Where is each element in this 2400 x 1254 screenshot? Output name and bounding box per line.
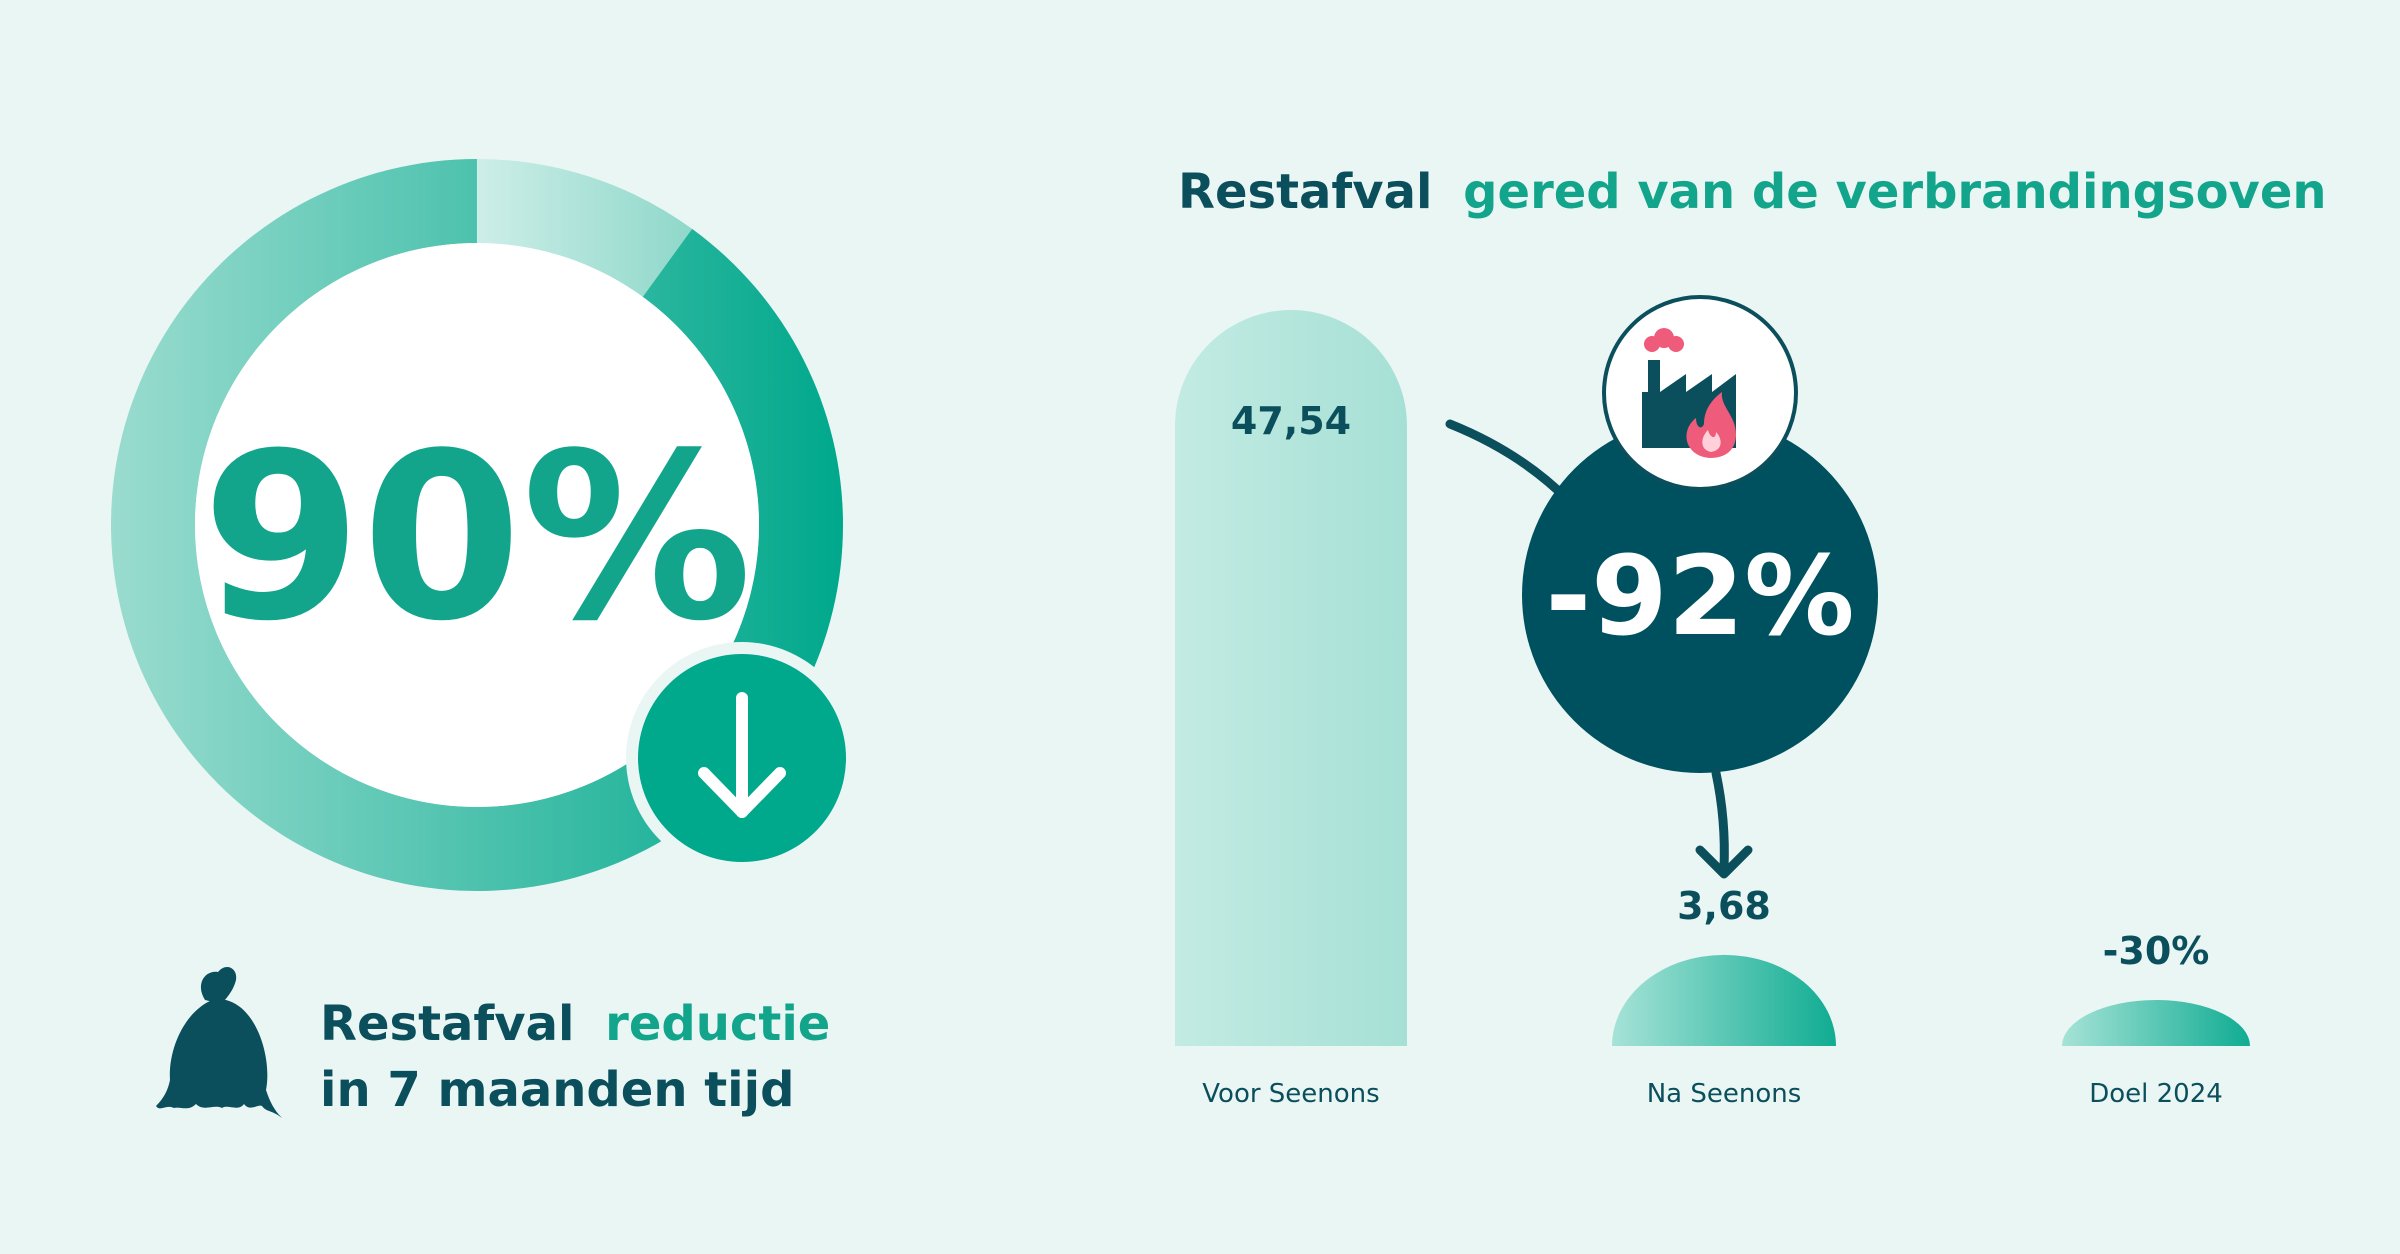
donut-remaining-segment (477, 159, 693, 297)
chart-title-accent: gered van de verbrandingsoven (1463, 164, 2326, 220)
category-labels: Voor Seenons Na Seenons Doel 2024 (1202, 1079, 2223, 1109)
callout-connector (1445, 419, 1573, 505)
reduction-callout: -92% (1522, 417, 1878, 773)
bar-na-seenons (1612, 954, 1836, 1046)
bar-data-labels: 47,54 3,68 -30% (1231, 399, 2209, 973)
donut-value-label: 90% (202, 405, 753, 672)
donut-caption-line2: in 7 maanden tijd (320, 1062, 794, 1118)
caption-accent-word: reductie (605, 996, 830, 1052)
callout-arrow-down-icon (1695, 768, 1753, 879)
bar-series (1175, 310, 2250, 1046)
bar-doel-2024 (2062, 1000, 2250, 1046)
donut-center (195, 243, 759, 807)
bar-data-label: 47,54 (1231, 399, 1351, 443)
bar-data-label: 3,68 (1677, 884, 1771, 928)
callout-circle (1522, 417, 1878, 773)
chart-title: Restafval gered van de verbrandingsoven (1178, 164, 2327, 220)
category-label: Doel 2024 (2089, 1079, 2223, 1109)
category-label: Na Seenons (1647, 1079, 1802, 1109)
bar-voor-seenons (1175, 310, 1407, 1046)
callout-label: -92% (1546, 532, 1855, 660)
donut-chart: 90% (110, 159, 858, 891)
caption-dark-word: Restafval (320, 996, 574, 1052)
arrow-down-icon (626, 642, 858, 874)
bar-data-label: -30% (2103, 929, 2210, 973)
factory-fire-icon (1602, 295, 1798, 491)
category-label: Voor Seenons (1202, 1079, 1379, 1109)
chart-title-dark: Restafval (1178, 164, 1432, 220)
donut-caption-line1: Restafval reductie (320, 996, 830, 1052)
trash-bag-icon (156, 966, 282, 1118)
